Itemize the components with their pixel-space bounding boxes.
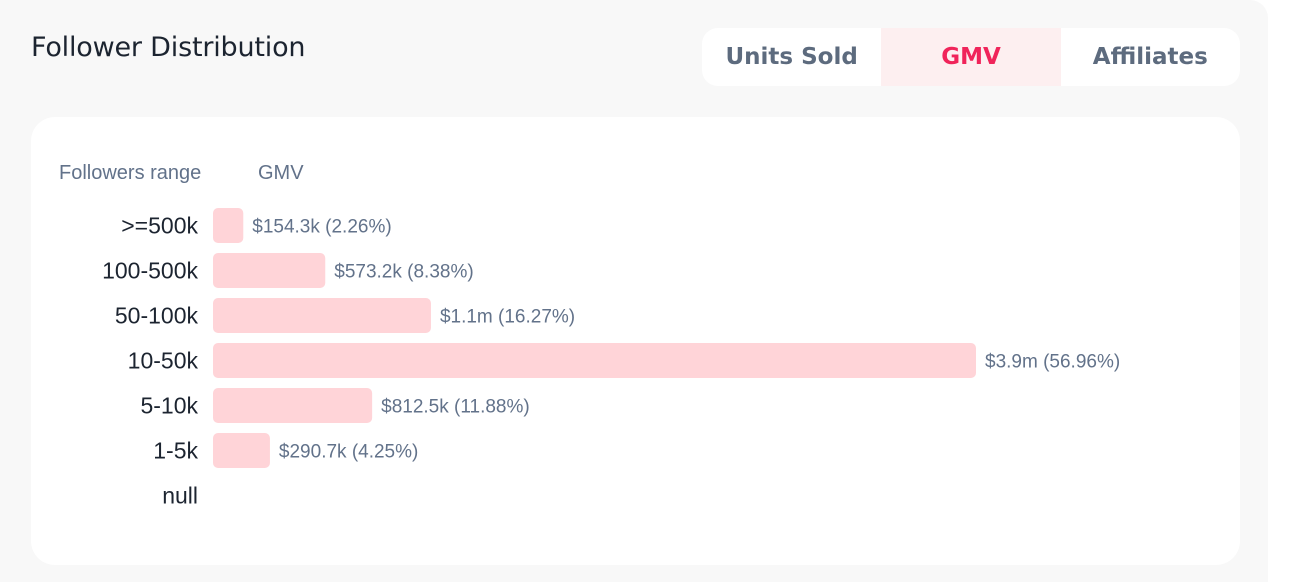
category-label: 1-5k [153, 438, 198, 464]
chart-panel [31, 117, 1240, 565]
category-label: null [162, 483, 198, 509]
tab-units-sold[interactable]: Units Sold [725, 44, 858, 70]
data-label: $3.9m (56.96%) [985, 352, 1120, 373]
tab-affiliates[interactable]: Affiliates [1092, 44, 1208, 70]
bar[interactable] [213, 253, 326, 288]
data-label: $812.5k (11.88%) [381, 397, 530, 418]
bar[interactable] [213, 388, 373, 423]
data-label: $154.3k (2.26%) [252, 217, 391, 238]
tab-gmv[interactable]: GMV [881, 28, 1061, 86]
gmv-header: GMV [258, 162, 304, 184]
followers-range-header: Followers range [59, 162, 202, 184]
card-title: Follower Distribution [31, 32, 306, 63]
category-label: >=500k [121, 213, 198, 239]
bar[interactable] [213, 433, 270, 468]
category-label: 5-10k [140, 393, 198, 419]
metric-tabs: Units Sold GMV Affiliates [702, 28, 1240, 86]
bar[interactable] [213, 208, 244, 243]
bar[interactable] [213, 343, 976, 378]
data-label: $1.1m (16.27%) [440, 307, 575, 328]
bar[interactable] [213, 298, 431, 333]
data-label: $290.7k (4.25%) [279, 442, 418, 463]
data-label: $573.2k (8.38%) [334, 262, 473, 283]
category-label: 100-500k [102, 258, 198, 284]
category-label: 50-100k [115, 303, 199, 329]
category-label: 10-50k [128, 348, 199, 374]
